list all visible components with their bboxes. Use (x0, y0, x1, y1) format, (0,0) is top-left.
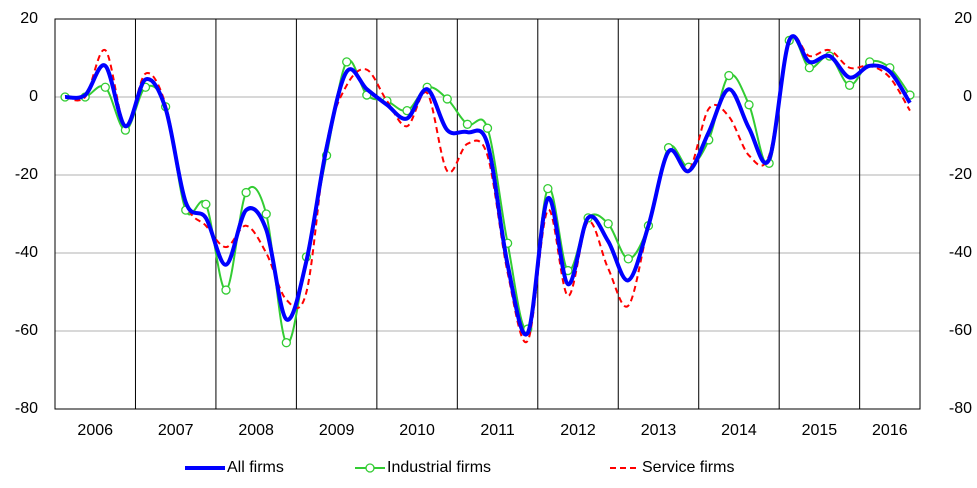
series-marker (724, 70, 734, 81)
y-tick-label: -60 (15, 322, 38, 339)
series-marker (744, 100, 754, 110)
x-tick-label: 2009 (319, 422, 355, 439)
series-marker (281, 338, 291, 348)
y-tick-label: 20 (20, 10, 38, 27)
y-tick-label: -80 (15, 400, 38, 417)
legend-marker (365, 463, 375, 473)
x-tick-label: 2011 (480, 422, 515, 439)
x-tick-label: 2012 (560, 422, 596, 439)
x-tick-label: 2010 (399, 422, 435, 439)
series-marker (623, 254, 633, 264)
x-tick-label: 2016 (872, 422, 908, 439)
series-marker (261, 209, 271, 219)
y2-tick-label: -60 (949, 322, 972, 339)
legend-label: Service firms (642, 459, 734, 476)
y2-tick-label: -80 (949, 400, 972, 417)
legend-label: Industrial firms (387, 459, 491, 476)
x-tick-label: 2007 (158, 422, 194, 439)
series-marker (221, 285, 231, 295)
y-tick-label: -20 (15, 166, 38, 183)
x-tick-label: 2008 (238, 422, 274, 439)
series-line (64, 34, 912, 337)
series-marker (804, 63, 815, 73)
series-marker (201, 199, 211, 209)
x-tick-label: 2013 (641, 422, 677, 439)
series-marker (442, 94, 452, 104)
series-marker (241, 187, 251, 198)
series-marker (462, 119, 473, 129)
y-tick-label: -40 (15, 244, 38, 261)
x-tick-label: 2014 (721, 422, 757, 439)
y2-tick-label: -20 (949, 166, 972, 183)
series-marker (342, 57, 352, 67)
series-marker (543, 183, 553, 194)
y2-tick-label: 0 (963, 88, 972, 105)
y2-tick-label: 20 (954, 10, 972, 27)
legend-label: All firms (227, 459, 284, 476)
y-tick-label: 0 (29, 88, 38, 105)
series-marker (603, 219, 613, 229)
series-marker (482, 123, 493, 133)
x-tick-label: 2015 (802, 422, 838, 439)
plot-frame (54, 18, 921, 410)
x-tick-label: 2006 (77, 422, 113, 439)
series-marker (844, 80, 855, 90)
series-marker (100, 82, 110, 92)
y2-tick-label: -40 (949, 244, 972, 261)
